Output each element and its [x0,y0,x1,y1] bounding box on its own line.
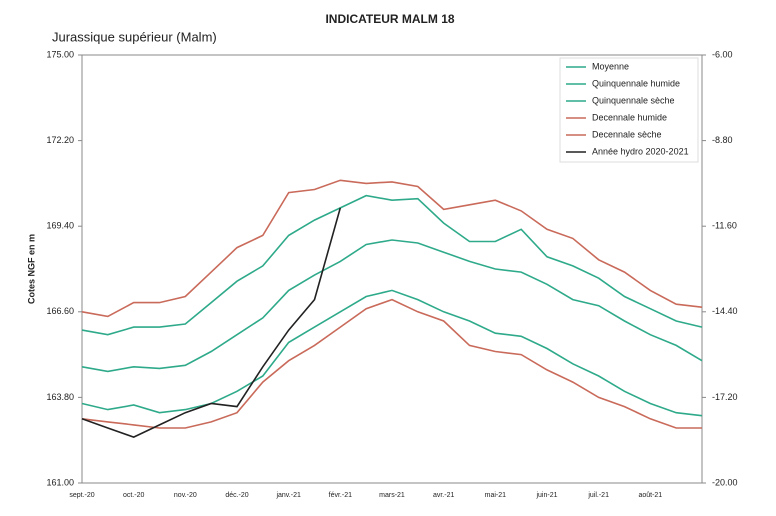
y-axis-label: Cotes NGF en m [26,234,36,304]
legend-label: Quinquennale sèche [592,95,675,105]
legend-label: Decennale sèche [592,129,662,139]
x-tick-label: juin-21 [535,492,557,499]
legend-label: Moyenne [592,61,629,71]
legend-label: Decennale humide [592,112,667,122]
x-tick-label: nov.-20 [174,492,197,499]
series-line [81,298,702,429]
x-tick-label: févr.-21 [329,492,352,499]
y2-tick-label: -14.40 [712,306,738,316]
y-tick-label: 172.20 [46,135,74,145]
chart-title: INDICATEUR MALM 18 [325,12,454,26]
plot-frame [81,54,703,484]
series-line [81,289,703,417]
y2-tick-label: -6.00 [712,49,733,59]
series-line [81,207,342,438]
x-tick-label: mai-21 [485,492,507,499]
y2-tick-label: -8.80 [712,135,733,145]
y-tick-label: 175.00 [46,49,74,59]
x-tick-label: oct.-20 [123,492,145,499]
y-tick-label: 169.40 [46,221,74,231]
chart-subtitle: Jurassique supérieur (Malm) [52,29,217,44]
x-tick-label: mars-21 [379,492,405,499]
series-line [81,194,703,336]
y-tick-label: 163.80 [46,392,74,402]
x-tick-label: août-21 [638,492,662,499]
series-line [81,239,703,373]
y2-tick-label: -11.60 [712,221,737,231]
legend-label: Quinquennale humide [592,78,680,88]
y2-tick-label: -20.00 [712,477,738,487]
x-tick-label: juil.-21 [587,492,609,499]
legend-box [559,57,699,163]
y-tick-label: 166.60 [46,306,74,316]
legend-label: Année hydro 2020-2021 [592,146,689,156]
x-tick-label: déc.-20 [225,492,248,499]
series-line [81,179,703,318]
x-tick-label: janv.-21 [275,492,300,499]
y2-tick-label: -17.20 [712,392,738,402]
y-tick-label: 161.00 [46,477,74,487]
x-tick-label: avr.-21 [433,492,455,499]
x-tick-label: sept.-20 [69,492,94,499]
